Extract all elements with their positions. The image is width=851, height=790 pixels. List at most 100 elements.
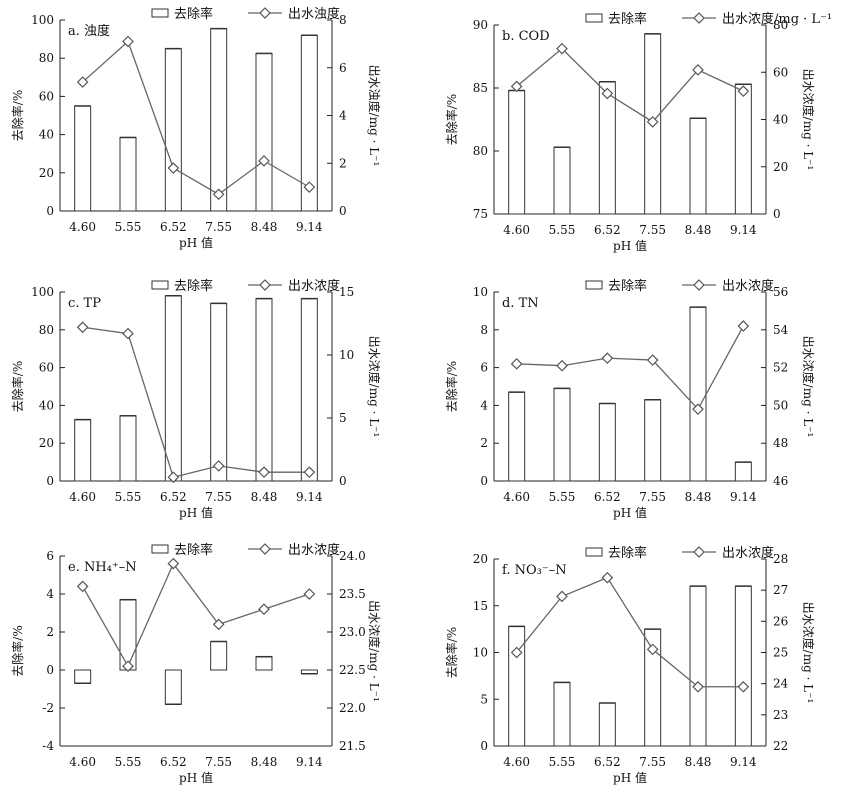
y-tick-left-label: 40	[39, 128, 54, 142]
y-tick-right-label: 40	[773, 113, 788, 127]
legend-marker-swatch	[693, 279, 705, 291]
y-tick-right-label: 23	[773, 708, 788, 722]
y-axis-title-left: 去除率/%	[444, 94, 459, 145]
data-point	[258, 155, 270, 167]
y-tick-right-label: 23.5	[339, 587, 366, 601]
x-tick-label: 9.14	[730, 755, 757, 769]
legend: 去除率 出水浓度	[151, 542, 340, 558]
bar	[598, 702, 616, 747]
legend-line-label: 出水浓度	[288, 542, 340, 558]
y-tick-right-label: 8	[339, 13, 347, 27]
y-tick-right-label: 0	[339, 204, 347, 218]
data-point	[258, 466, 270, 479]
data-point	[303, 181, 316, 193]
y-tick-left-label: 60	[39, 89, 54, 103]
y-axis-title-right: 出水浓度/mg · L⁻¹	[801, 602, 816, 704]
bar	[164, 295, 182, 482]
y-tick-right-label: 0	[339, 474, 347, 488]
y-tick-left-label: 20	[39, 436, 54, 450]
data-point	[212, 460, 225, 472]
data-point	[76, 580, 89, 593]
x-tick-label: 6.52	[594, 223, 621, 237]
data-point	[510, 646, 523, 659]
bar	[553, 387, 571, 482]
y-tick-left-label: 0	[46, 204, 54, 218]
data-point	[167, 557, 180, 570]
y-tick-right-label: 2	[339, 156, 347, 170]
data-point	[122, 660, 134, 673]
bar	[734, 585, 752, 747]
y-tick-left-label: 0	[46, 663, 54, 677]
x-tick-label: 5.55	[115, 220, 142, 234]
bar	[689, 117, 707, 215]
data-point	[737, 680, 750, 693]
data-point	[556, 42, 568, 55]
data-point	[646, 643, 659, 656]
x-tick-label: 5.55	[115, 755, 142, 769]
y-tick-right-label: 21.5	[339, 739, 366, 753]
panel-1: 0 20 40 60 80 100 0 2 4 6 8 4.60 5.55 6.52 7.55 8.48 9.1…	[10, 6, 382, 250]
x-tick-label: 7.55	[205, 755, 232, 769]
data-point	[692, 64, 704, 76]
bar	[119, 136, 137, 212]
data-point	[258, 603, 270, 616]
y-tick-right-label: 80	[773, 18, 788, 32]
y-tick-left-label: 85	[473, 81, 488, 95]
x-tick-label: 4.60	[69, 220, 96, 234]
data-point	[303, 588, 316, 600]
panel-label: e. NH₄⁺–N	[68, 560, 137, 575]
y-axis-title-right: 出水浓度/mg · L⁻¹	[367, 600, 382, 702]
legend: 去除率 出水浓度/mg · L⁻¹	[585, 11, 832, 27]
y-tick-right-label: 0	[773, 207, 781, 221]
bar	[119, 599, 137, 671]
x-tick-label: 4.60	[503, 223, 530, 237]
panel-label: f. NO₃⁻–N	[502, 563, 567, 578]
bar	[508, 625, 526, 747]
panel-label: c. TP	[68, 296, 101, 311]
panel-label: d. TN	[502, 296, 539, 311]
y-tick-right-label: 60	[773, 65, 788, 79]
legend-marker-swatch	[693, 12, 705, 24]
bar	[255, 656, 273, 671]
y-tick-right-label: 27	[773, 583, 788, 597]
y-tick-left-label: 6	[480, 361, 488, 375]
y-tick-right-label: 15	[339, 285, 354, 299]
bar	[255, 52, 273, 212]
data-point	[737, 320, 750, 332]
y-tick-right-label: 50	[773, 398, 788, 412]
y-tick-right-label: 22.0	[339, 701, 366, 715]
y-tick-right-label: 20	[773, 160, 788, 174]
x-axis-title: pH 值	[613, 238, 647, 253]
y-tick-left-label: 4	[46, 587, 54, 601]
x-axis-title: pH 值	[613, 505, 647, 520]
y-axis-title-left: 去除率/%	[444, 627, 459, 678]
legend-line-label: 出水浓度/mg · L⁻¹	[722, 11, 832, 27]
x-tick-label: 6.52	[160, 755, 187, 769]
legend-marker-swatch	[693, 546, 705, 558]
data-point	[646, 116, 659, 128]
y-tick-right-label: 54	[773, 323, 789, 337]
y-tick-left-label: -4	[42, 739, 54, 753]
y-tick-left-label: 60	[39, 361, 54, 375]
x-tick-label: 4.60	[503, 755, 530, 769]
bar	[210, 28, 228, 212]
legend-bar-label: 去除率	[608, 278, 647, 294]
legend: 去除率 出水浓度	[151, 278, 340, 294]
x-tick-label: 4.60	[69, 755, 96, 769]
bar	[553, 681, 571, 747]
x-tick-label: 7.55	[639, 755, 666, 769]
bar	[119, 415, 137, 482]
y-tick-right-label: 56	[773, 285, 788, 299]
y-tick-left-label: 4	[480, 398, 488, 412]
y-tick-left-label: 90	[473, 18, 488, 32]
x-tick-label: 9.14	[296, 755, 323, 769]
y-tick-left-label: 10	[473, 285, 488, 299]
bar	[210, 302, 228, 482]
panel-2: 75 80 85 90 0 20 40 60 80 4.60 5.55 6.52 7.55 8.48 9.1…	[444, 11, 832, 253]
x-tick-label: 9.14	[296, 220, 323, 234]
legend-marker-swatch	[259, 543, 271, 555]
bar	[598, 403, 616, 482]
series-line	[516, 325, 744, 411]
y-tick-left-label: 80	[39, 51, 54, 65]
